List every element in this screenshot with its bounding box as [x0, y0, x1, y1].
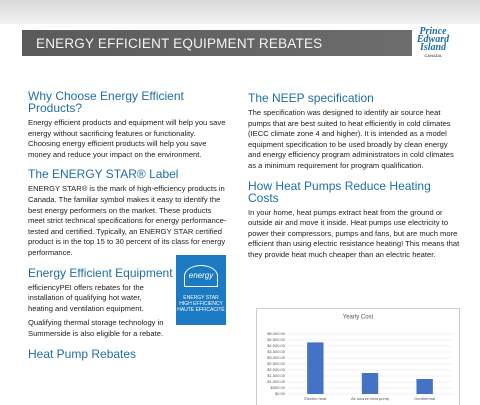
page-title: ENERGY EFFICIENT EQUIPMENT REBATES [36, 36, 323, 51]
bar [361, 373, 379, 394]
section-heading: How Heat Pumps Reduce Heating Costs [248, 178, 431, 205]
section-heading: The ENERGY STAR® Label [28, 167, 179, 182]
paragraph: ENERGY STAR® is the mark of high-efficie… [28, 184, 227, 257]
paragraph: efficiencyPEI offers rebates for the ins… [28, 282, 144, 313]
logo: Prince Edward Island CANADA [405, 26, 461, 66]
chart-title: Yearly Cost [343, 315, 374, 321]
y-tick-label: $0.00 [275, 391, 286, 396]
logo-text: CANADA [424, 53, 442, 58]
paragraph: In your home, heat pumps extract heat fr… [248, 207, 460, 259]
chart: Yearly Cost $0.00$500.00$1,000.00$1,500.… [256, 308, 460, 405]
title-band: ENERGY EFFICIENT EQUIPMENT REBATES [22, 30, 412, 56]
bar [307, 342, 324, 394]
y-tick-label: $3,500.00 [267, 349, 286, 354]
paragraph: Energy efficient products and equipment … [28, 118, 226, 159]
section-heading: Heat Pump Rebates [28, 346, 137, 361]
y-tick-label: $2,000.00 [267, 367, 286, 372]
logo-text: Prince [419, 26, 447, 37]
y-tick-label: $4,500.00 [267, 337, 286, 342]
y-tick-label: $3,000.00 [267, 355, 286, 360]
x-tick-label: Geothermal [414, 396, 435, 401]
badge-text: HAUTE EFFICACITÉ [177, 307, 225, 313]
badge-text: energy [184, 265, 218, 287]
y-tick-label: $1,000.00 [267, 379, 286, 384]
y-tick-label: $2,500.00 [267, 361, 286, 366]
paragraph: Qualifying thermal storage technology in… [28, 318, 164, 338]
bar [416, 379, 433, 394]
y-tick-label: $500.00 [271, 385, 286, 390]
badge-text: HIGH EFFICIENCY [179, 301, 223, 307]
energy-star-badge: energy ENERGY STAR HIGH EFFICIENCY HAUTE… [176, 255, 226, 325]
top-band [0, 0, 480, 24]
section-heading: The NEEP specification [248, 91, 374, 105]
x-tick-label: Electric heat [304, 396, 327, 401]
badge-text: ENERGY STAR [183, 295, 219, 301]
left-column: Why Choose Energy Efficient Products? Ene… [28, 82, 228, 364]
paragraph: The specification was designed to identi… [248, 108, 454, 170]
section-heading: Energy Efficient Equipment Rebates [28, 265, 221, 280]
logo-text: Island [419, 42, 447, 53]
right-column: The NEEP specification The specification … [248, 84, 462, 265]
section-heading: Why Choose Energy Efficient Products? [28, 89, 184, 115]
logo-text: Edward [416, 34, 450, 45]
y-tick-label: $5,000.00 [267, 331, 286, 336]
y-tick-label: $1,500.00 [267, 373, 286, 378]
x-tick-label: Air source heat pump [351, 396, 390, 401]
y-tick-label: $4,000.00 [267, 343, 286, 348]
